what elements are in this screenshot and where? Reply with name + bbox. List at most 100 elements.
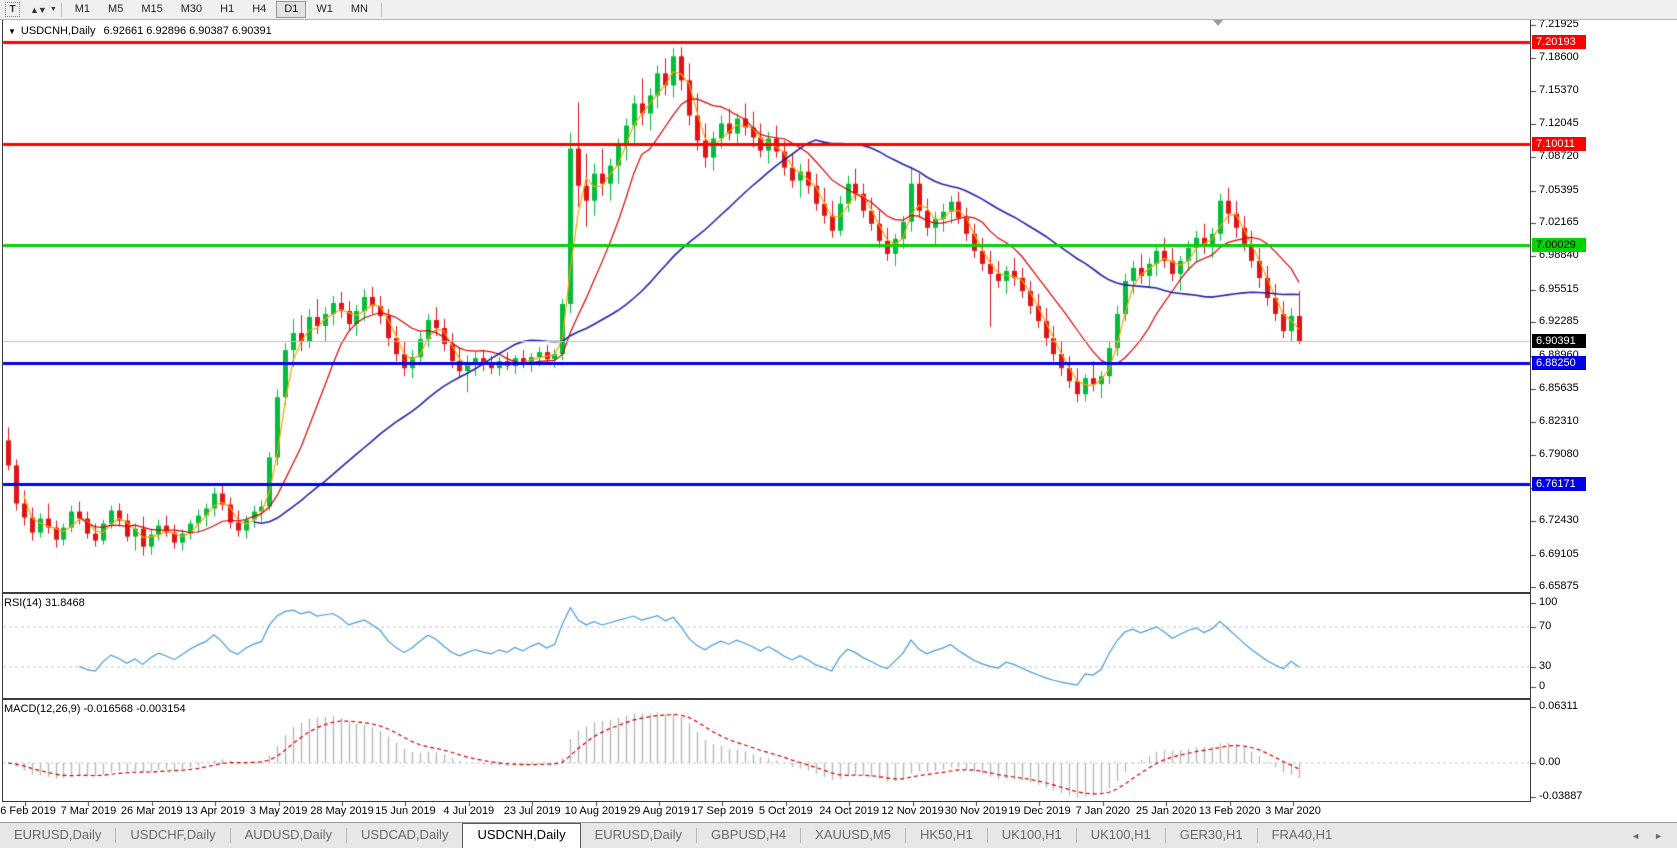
timeframe-button-m1[interactable]: M1 <box>74 3 91 15</box>
chart-tab-usdcnh-daily[interactable]: USDCNH,Daily <box>462 823 581 848</box>
tab-scroll-left-icon[interactable]: ◄ <box>1631 830 1641 841</box>
price-tick-label: 7.18600 <box>1539 51 1579 64</box>
timeframe-button-group: M1 M5 M15 M30 H1 H4 D1 W1 MN <box>66 1 377 18</box>
tab-separator <box>800 828 802 843</box>
chart-title: ▼ USDCNH,Daily 6.92661 6.92896 6.90387 6… <box>8 25 272 37</box>
tab-separator <box>904 828 906 843</box>
date-tick-label: 30 Nov 2019 <box>944 805 1008 817</box>
chart-tab-hk50-h1[interactable]: HK50,H1 <box>919 827 973 842</box>
date-tick-label: 15 Jun 2019 <box>375 805 436 817</box>
macd-label: MACD(12,26,9) -0.016568 -0.003154 <box>4 703 186 715</box>
text-tool-icon[interactable]: T <box>5 2 20 17</box>
price-tick-label: 6.82310 <box>1539 415 1579 428</box>
main-rsi-splitter[interactable] <box>2 592 1531 594</box>
arrows-tool-icon[interactable]: ▲▼ <box>30 4 47 15</box>
date-tick-label: 28 May 2019 <box>310 805 374 817</box>
chart-tab-uk100-h1[interactable]: UK100,H1 <box>1001 827 1062 842</box>
symbol-dropdown-icon[interactable]: ▼ <box>8 26 16 36</box>
tab-separator <box>695 828 697 843</box>
date-tick-label: 24 Oct 2019 <box>819 805 880 817</box>
price-tick-label: 7.02165 <box>1539 216 1579 229</box>
date-tick-label: 17 Sep 2019 <box>691 805 754 817</box>
timeframe-button-m5[interactable]: M5 <box>108 3 124 15</box>
date-tick-label: 23 Jul 2019 <box>503 805 561 817</box>
price-tick-label: 7.21925 <box>1539 18 1579 30</box>
date-tick-label: 12 Nov 2019 <box>881 805 944 817</box>
current-price-badge: 6.90391 <box>1532 334 1586 349</box>
price-tick-label: 6.85635 <box>1539 381 1579 394</box>
date-tick-label: 16 Feb 2019 <box>0 805 56 817</box>
date-tick-label: 4 Jul 2019 <box>443 805 495 817</box>
tab-separator <box>986 828 988 843</box>
rsi-tick-label: 100 <box>1539 596 1558 608</box>
price-tick-label: 7.05395 <box>1539 183 1579 196</box>
date-tick-label: 13 Feb 2020 <box>1198 805 1261 817</box>
price-tick-label: 6.95515 <box>1539 282 1579 295</box>
date-tick-label: 3 Mar 2020 <box>1265 805 1321 817</box>
price-tick-label: 7.08720 <box>1539 150 1579 163</box>
price-level-badge: 6.88250 <box>1532 355 1586 370</box>
date-tick-label: 5 Oct 2019 <box>758 805 813 817</box>
chart-tab-bar: EURUSD,Daily USDCHF,Daily AUDUSD,Daily USDC… <box>0 822 1677 848</box>
rsi-label: RSI(14) 31.8468 <box>4 597 85 609</box>
date-tick-label: 19 Dec 2019 <box>1008 805 1071 817</box>
timeframe-button-h4[interactable]: H4 <box>252 3 267 15</box>
tab-separator <box>115 828 117 843</box>
chart-tab-audusd-daily[interactable]: AUDUSD,Daily <box>244 827 333 842</box>
chart-symbol: USDCNH,Daily <box>20 25 96 37</box>
price-tick-label: 6.69105 <box>1539 547 1579 560</box>
price-tick-label: 7.15370 <box>1539 83 1579 96</box>
tab-scroll-right-icon[interactable]: ► <box>1654 830 1663 841</box>
tab-separator <box>1256 828 1258 843</box>
timeframe-button-mn[interactable]: MN <box>350 3 368 15</box>
rsi-tick-label: 30 <box>1539 660 1552 672</box>
tab-separator <box>346 828 348 843</box>
chart-tab-eurusd-daily[interactable]: EURUSD,Daily <box>14 827 102 842</box>
timeframe-button-d1[interactable]: D1 <box>276 1 307 18</box>
chart-shift-marker[interactable] <box>1213 20 1223 26</box>
chart-ohlc-values: 6.92661 6.92896 6.90387 6.90391 <box>103 25 272 37</box>
chart-tab-usdchf-daily[interactable]: USDCHF,Daily <box>130 827 216 842</box>
price-level-badge: 7.20193 <box>1532 35 1586 50</box>
chart-tab-usdcad-daily[interactable]: USDCAD,Daily <box>361 827 449 842</box>
chart-tab-fra40-h1[interactable]: FRA40,H1 <box>1271 827 1333 842</box>
rsi-macd-splitter[interactable] <box>2 698 1531 700</box>
tab-separator <box>1164 828 1166 843</box>
timeframe-button-m30[interactable]: M30 <box>180 3 203 15</box>
date-tick-label: 10 Aug 2019 <box>564 805 627 817</box>
chart-tab-eurusd-daily[interactable]: EURUSD,Daily <box>594 827 682 842</box>
timeframe-button-w1[interactable]: W1 <box>316 3 333 15</box>
timeframe-button-m15[interactable]: M15 <box>141 3 163 15</box>
tab-separator <box>229 828 231 843</box>
price-tick-label: 6.65875 <box>1539 580 1579 592</box>
date-tick-label: 7 Jan 2020 <box>1075 805 1131 817</box>
rsi-tick-label: 70 <box>1539 620 1552 632</box>
price-level-badge: 6.76171 <box>1532 476 1586 491</box>
toolbar-separator <box>60 2 62 17</box>
price-level-badge: 7.00029 <box>1532 237 1586 252</box>
date-tick-label: 7 Mar 2019 <box>60 805 117 817</box>
chart-tab-uk100-h1[interactable]: UK100,H1 <box>1090 827 1151 842</box>
price-tick-label: 6.72430 <box>1539 514 1579 527</box>
date-tick-label: 3 May 2019 <box>249 805 308 817</box>
chevron-down-icon[interactable]: ▼ <box>49 6 57 13</box>
macd-tick-label: 0.06311 <box>1539 700 1578 712</box>
chart-tab-gbpusd-h4[interactable]: GBPUSD,H4 <box>710 827 787 842</box>
chart-tab-ger30-h1[interactable]: GER30,H1 <box>1179 827 1243 842</box>
macd-bottom-border <box>2 801 1531 802</box>
chart-left-border <box>2 19 3 802</box>
price-tick-label: 7.12045 <box>1539 117 1579 130</box>
timeframe-button-h1[interactable]: H1 <box>220 3 235 15</box>
date-tick-label: 29 Aug 2019 <box>628 805 690 817</box>
date-tick-label: 26 Mar 2019 <box>120 805 183 817</box>
chart-axis-border <box>1530 19 1531 802</box>
toolbar: T ▲▼ ▼ M1 M5 M15 M30 H1 H4 D1 W1 MN <box>0 0 1677 20</box>
chart-tab-xauusd-m5[interactable]: XAUUSD,M5 <box>815 827 891 842</box>
macd-tick-label: 0.00 <box>1539 756 1561 768</box>
tab-separator <box>1075 828 1077 843</box>
date-tick-label: 25 Jan 2020 <box>1135 805 1197 817</box>
price-tick-label: 6.92285 <box>1539 315 1579 328</box>
rsi-tick-label: 0 <box>1539 680 1546 692</box>
